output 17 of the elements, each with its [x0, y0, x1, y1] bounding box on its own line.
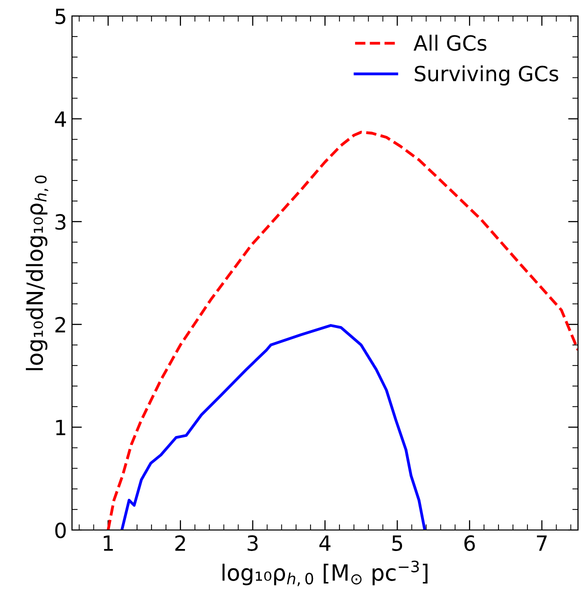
- x-axis-title: log₁₀ρ$_{h,0}$ [M$_{⊙}$ pc$^{−3}$]: [222, 560, 428, 586]
- x-tick-label: 1: [104, 536, 113, 551]
- y-tick-label: 5: [55, 8, 66, 24]
- y-tick-label: 1: [56, 420, 66, 436]
- y-tick-label: 4: [54, 112, 66, 127]
- x-tick-label: 4: [319, 536, 330, 551]
- y-tick-label: 3: [55, 214, 66, 230]
- y-tick-label: 0: [55, 522, 66, 538]
- x-tick-label: 2: [175, 535, 185, 551]
- x-tick-label: 7: [536, 536, 547, 551]
- legend-label: Surviving GCs: [414, 65, 558, 86]
- y-tick-label: 2: [55, 316, 66, 332]
- legend-label: All GCs: [414, 34, 486, 51]
- y-axis-title: log₁₀dN/dlog₁₀ρ$_{h,0}$: [26, 176, 48, 370]
- x-tick-label: 3: [248, 535, 258, 551]
- x-tick-label: 6: [464, 535, 475, 551]
- x-tick-label: 5: [392, 536, 402, 551]
